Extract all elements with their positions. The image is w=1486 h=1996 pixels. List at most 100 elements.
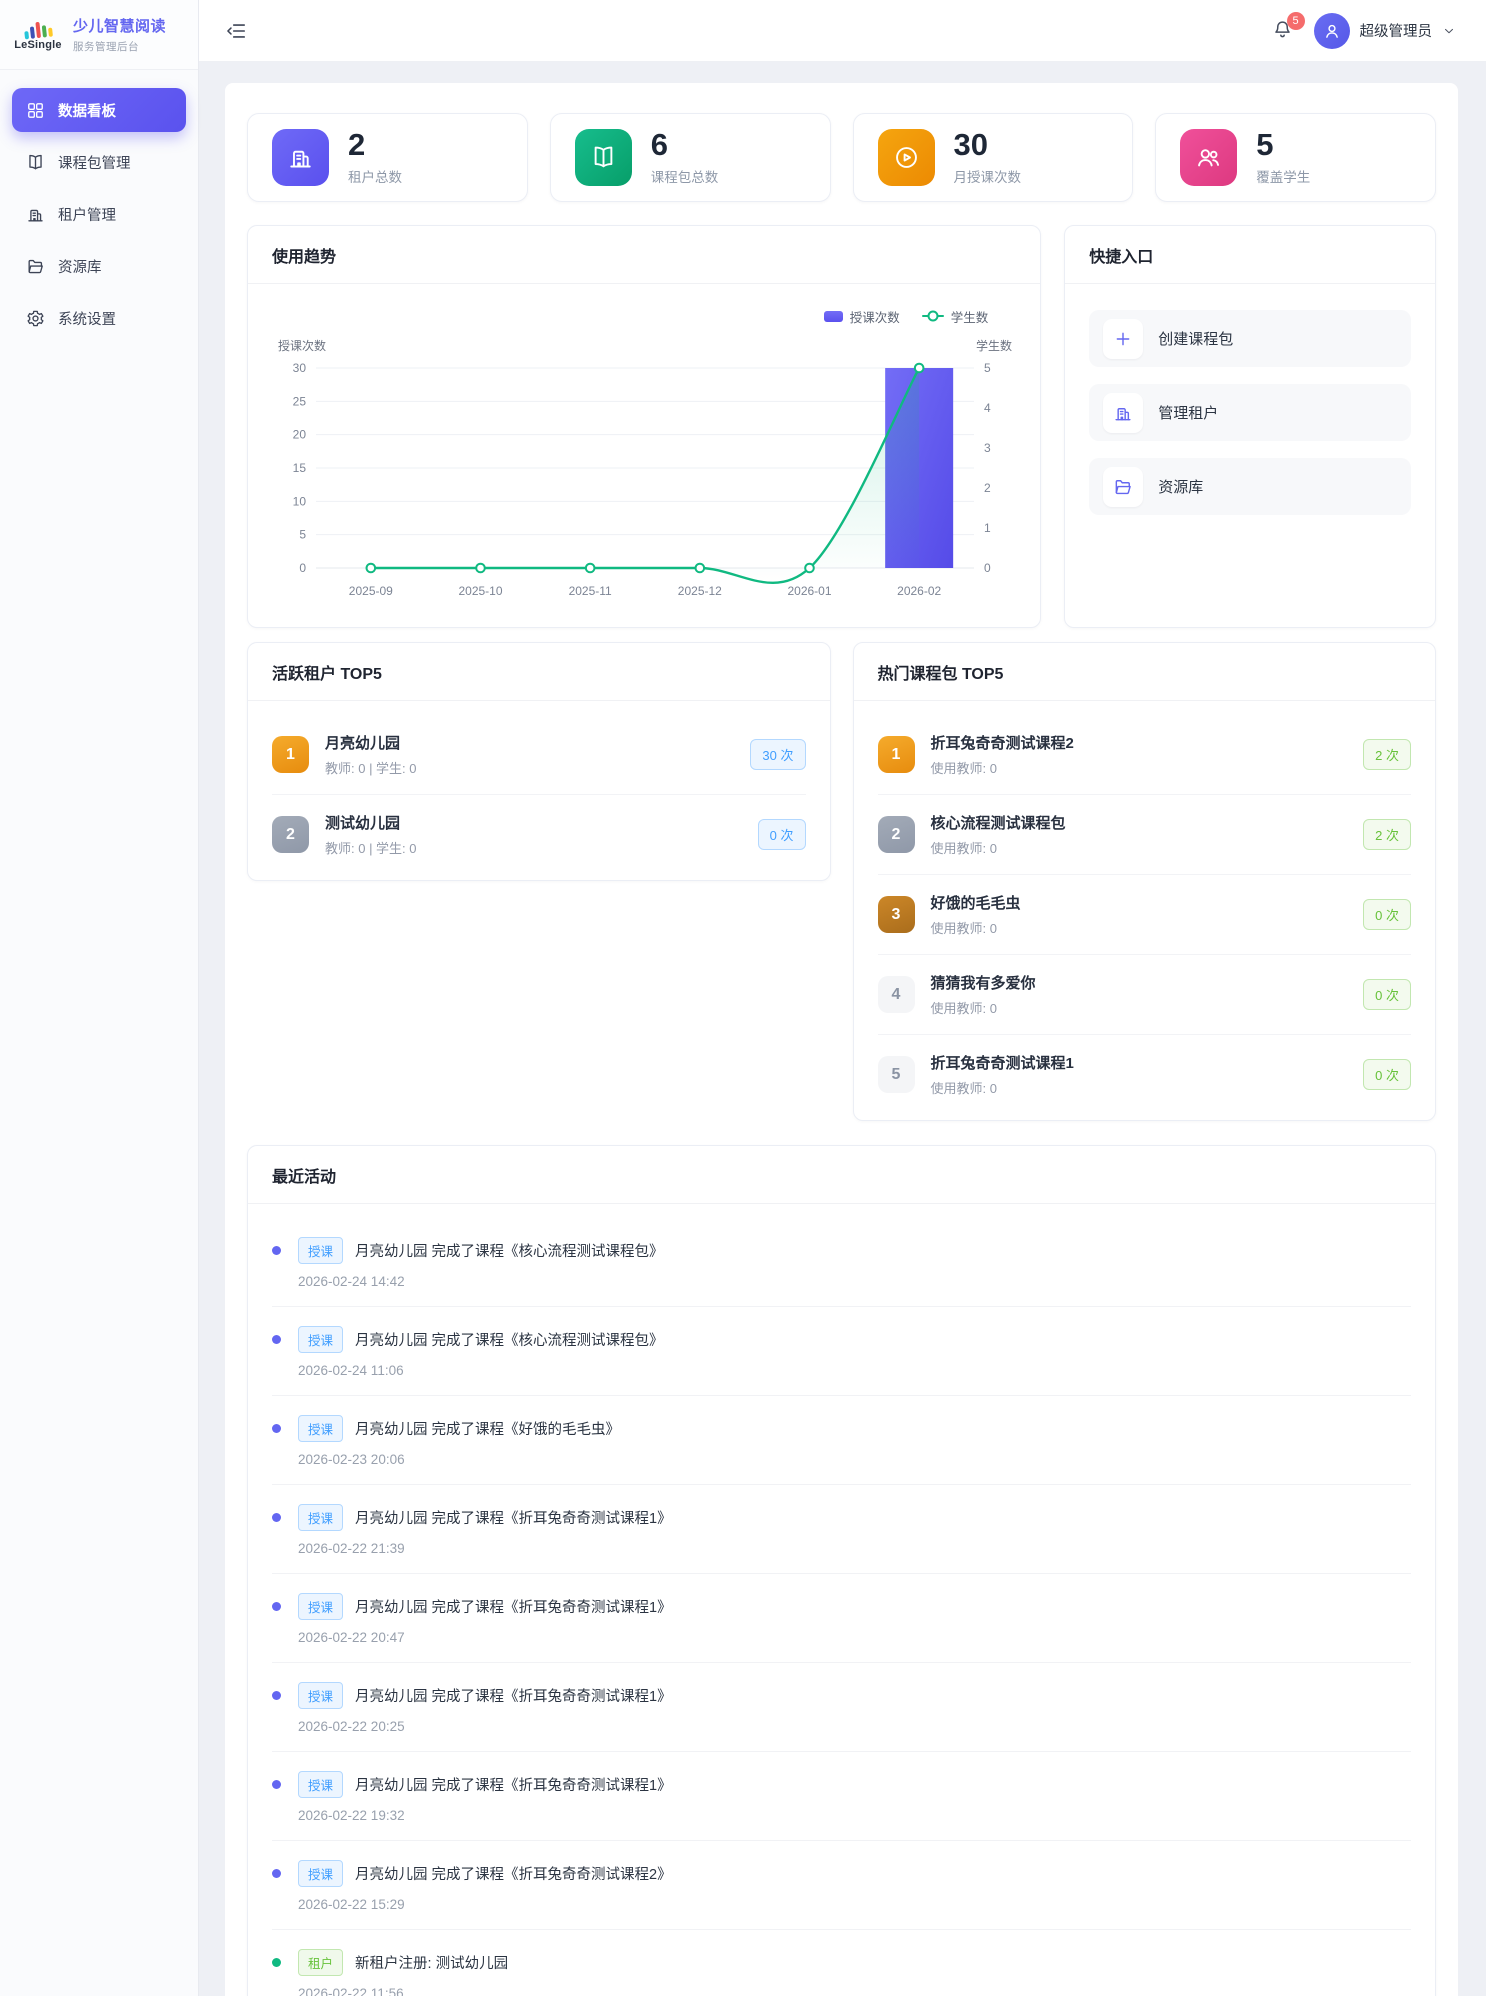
quick-entry-label: 资源库 [1158,479,1204,496]
chart-legend: 授课次数 学生数 [272,306,1016,326]
svg-text:2025-12: 2025-12 [678,584,722,598]
notification-bell-icon[interactable]: 5 [1272,11,1305,43]
activity-text: 月亮幼儿园 完成了课程《折耳兔奇奇测试课程1》 [355,1778,672,1794]
stat-card-1: 6 课程包总数 [549,113,831,202]
quick-entry-label: 管理租户 [1158,405,1219,422]
rank-badge: 4 [877,976,915,1013]
building-icon [28,209,43,222]
activity-type-badge: 授课 [298,1326,344,1353]
svg-text:15: 15 [293,461,307,475]
rank-item-0: 1 折耳兔奇奇测试课程2 使用教师: 0 2 次 [877,715,1411,795]
activity-time: 2026-02-22 20:25 [298,1719,405,1734]
rank-name: 测试幼儿园 [325,815,401,832]
svg-text:学生数: 学生数 [976,338,1012,353]
quick-entry-2[interactable]: 资源库 [1089,458,1411,515]
rank-meta: 使用教师: 0 [930,761,997,776]
line-swatch-icon [921,314,944,318]
brand-title: 少儿智慧阅读 [73,18,167,35]
quick-entry-label: 创建课程包 [1158,331,1234,348]
rank-badge: 5 [877,1056,915,1093]
activity-dot-icon [272,1691,281,1700]
activity-text: 月亮幼儿园 完成了课程《折耳兔奇奇测试课程1》 [355,1600,672,1616]
svg-text:2025-10: 2025-10 [458,584,502,598]
activity-text: 月亮幼儿园 完成了课程《好饿的毛毛虫》 [355,1422,621,1438]
svg-text:5: 5 [299,528,306,542]
activity-text: 月亮幼儿园 完成了课程《核心流程测试课程包》 [355,1333,664,1349]
svg-text:0: 0 [299,561,306,575]
activity-type-badge: 授课 [298,1771,344,1798]
stat-label: 租户总数 [348,169,402,185]
activity-dot-icon [272,1780,281,1789]
sidebar-item-1[interactable]: 课程包管理 [12,140,186,184]
sidebar-item-label: 租户管理 [58,207,116,224]
brand-logo-icon: LeSingle [12,18,64,51]
stat-cards: 2 租户总数 6 课程包总数 30 月授课次数 5 覆盖学生 [247,113,1436,202]
activity-item-7: 授课 月亮幼儿园 完成了课程《折耳兔奇奇测试课程2》 2026-02-22 15:2… [272,1841,1411,1930]
sidebar-item-3[interactable]: 资源库 [12,244,186,288]
rank-meta: 使用教师: 0 [930,1081,997,1096]
svg-text:10: 10 [293,494,307,508]
rank-item-1: 2 测试幼儿园 教师: 0 | 学生: 0 0 次 [272,795,806,874]
activity-item-0: 授课 月亮幼儿园 完成了课程《核心流程测试课程包》 2026-02-24 14:42 [272,1218,1411,1307]
usage-trend-title: 使用趋势 [248,226,1041,284]
sidebar-menu: 数据看板课程包管理租户管理资源库系统设置 [0,70,198,358]
stat-label: 覆盖学生 [1256,169,1311,185]
activity-time: 2026-02-23 20:06 [298,1452,405,1467]
activity-item-8: 租户 新租户注册: 测试幼儿园 2026-02-22 11:56 [272,1930,1411,1996]
legend-item-bar: 授课次数 [823,307,900,326]
rank-item-1: 2 核心流程测试课程包 使用教师: 0 2 次 [877,795,1411,875]
activity-text: 月亮幼儿园 完成了课程《折耳兔奇奇测试课程1》 [355,1689,672,1705]
sidebar-item-2[interactable]: 租户管理 [12,192,186,236]
sidebar-item-0[interactable]: 数据看板 [12,88,186,132]
user-menu[interactable]: 超级管理员 [1313,12,1457,49]
book-icon [574,129,632,186]
activity-dot-icon [272,1335,281,1344]
fold-icon [227,23,246,38]
brand: LeSingle 少儿智慧阅读 服务管理后台 [0,0,198,70]
svg-text:5: 5 [984,361,991,375]
activity-item-2: 授课 月亮幼儿园 完成了课程《好饿的毛毛虫》 2026-02-23 20:06 [272,1396,1411,1485]
chart-plot: 0 5 10 15 20 25 30 0 1 2 3 4 5 授课次数 学生数 2025-09 2025-10 2… [272,326,1016,619]
quick-entry-0[interactable]: 创建课程包 [1089,310,1411,367]
sidebar-item-label: 系统设置 [58,311,116,328]
sidebar-item-4[interactable]: 系统设置 [12,296,186,340]
stat-value: 5 [1256,127,1274,163]
quick-entry-1[interactable]: 管理租户 [1089,384,1411,441]
svg-text:2026-02: 2026-02 [897,584,941,598]
count-badge: 0 次 [1363,899,1411,930]
activity-time: 2026-02-22 21:39 [298,1541,405,1556]
stat-card-2: 30 月授课次数 [852,113,1134,202]
activity-item-6: 授课 月亮幼儿园 完成了课程《折耳兔奇奇测试课程1》 2026-02-22 19:3… [272,1752,1411,1841]
activity-item-3: 授课 月亮幼儿园 完成了课程《折耳兔奇奇测试课程1》 2026-02-22 21:3… [272,1485,1411,1574]
rank-item-2: 3 好饿的毛毛虫 使用教师: 0 0 次 [877,875,1411,955]
svg-text:20: 20 [293,428,307,442]
count-badge: 30 次 [750,739,806,770]
activity-item-5: 授课 月亮幼儿园 完成了课程《折耳兔奇奇测试课程1》 2026-02-22 20:2… [272,1663,1411,1752]
rank-badge: 1 [272,736,309,773]
activity-type-badge: 授课 [298,1682,344,1709]
activity-type-badge: 授课 [298,1860,344,1887]
rank-name: 折耳兔奇奇测试课程2 [930,735,1074,752]
count-badge: 0 次 [757,819,806,850]
sidebar-fold-icon[interactable] [225,20,247,42]
svg-text:2025-11: 2025-11 [569,584,612,598]
chevron-down-icon [1445,28,1453,33]
rank-name: 折耳兔奇奇测试课程1 [930,1055,1074,1072]
activity-time: 2026-02-22 19:32 [298,1808,405,1823]
stat-label: 月授课次数 [953,169,1022,185]
rank-name: 猜猜我有多爱你 [930,975,1036,992]
activity-type-badge: 授课 [298,1504,344,1531]
recent-activity-list: 授课 月亮幼儿园 完成了课程《核心流程测试课程包》 2026-02-24 14:42… [248,1204,1435,1996]
plus-icon [1116,332,1130,345]
active-tenants-title: 活跃租户 TOP5 [248,643,830,701]
rank-item-0: 1 月亮幼儿园 教师: 0 | 学生: 0 30 次 [272,715,806,795]
topbar: 5 超级管理员 [199,0,1486,62]
rank-name: 好饿的毛毛虫 [930,895,1021,912]
activity-time: 2026-02-22 15:29 [298,1897,405,1912]
activity-item-1: 授课 月亮幼儿园 完成了课程《核心流程测试课程包》 2026-02-24 11:06 [272,1307,1411,1396]
user-name: 超级管理员 [1359,24,1433,40]
count-badge: 0 次 [1363,1059,1411,1090]
